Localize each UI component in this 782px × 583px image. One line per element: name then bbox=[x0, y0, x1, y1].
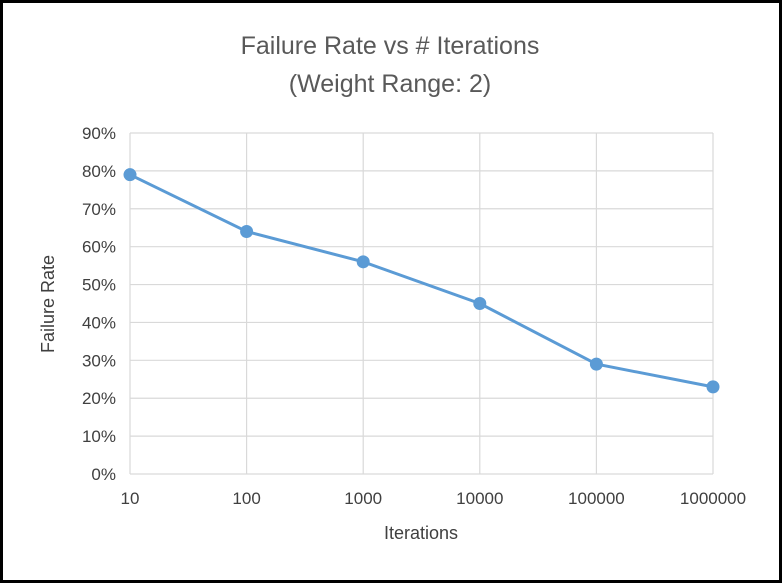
y-tick-label: 40% bbox=[82, 313, 116, 332]
data-point bbox=[356, 255, 370, 269]
data-point bbox=[473, 297, 487, 310]
x-axis-ticks: 10 100 1000 10000 100000 1000000 bbox=[121, 489, 747, 508]
y-tick-label: 0% bbox=[91, 465, 116, 484]
x-tick-label: 10 bbox=[121, 489, 140, 508]
y-tick-label: 50% bbox=[82, 276, 116, 295]
y-axis-ticks: 0% 10% 20% 30% 40% 50% 60% 70% 80% 90% bbox=[82, 124, 116, 484]
series-group bbox=[123, 168, 720, 394]
x-tick-label: 100000 bbox=[568, 489, 625, 508]
x-tick-label: 10000 bbox=[456, 489, 503, 508]
series-line bbox=[129, 173, 714, 389]
data-point bbox=[240, 225, 254, 239]
y-tick-label: 70% bbox=[82, 200, 116, 219]
chart-subtitle: (Weight Range: 2) bbox=[289, 70, 491, 98]
chart-title: Failure Rate vs # Iterations bbox=[241, 32, 540, 60]
y-tick-label: 90% bbox=[82, 124, 116, 143]
y-axis-label: Failure Rate bbox=[38, 255, 58, 353]
x-tick-label: 100 bbox=[232, 489, 260, 508]
x-tick-label: 1000000 bbox=[680, 489, 746, 508]
grid bbox=[129, 132, 714, 475]
x-tick-label: 1000 bbox=[344, 489, 382, 508]
y-tick-label: 80% bbox=[82, 162, 116, 181]
data-point bbox=[706, 380, 720, 394]
x-axis-label: Iterations bbox=[384, 523, 458, 543]
data-point bbox=[589, 357, 603, 371]
y-tick-label: 30% bbox=[82, 351, 116, 370]
data-point bbox=[123, 168, 137, 182]
y-tick-label: 60% bbox=[82, 238, 116, 257]
y-tick-label: 20% bbox=[82, 389, 116, 408]
y-tick-label: 10% bbox=[82, 427, 116, 446]
